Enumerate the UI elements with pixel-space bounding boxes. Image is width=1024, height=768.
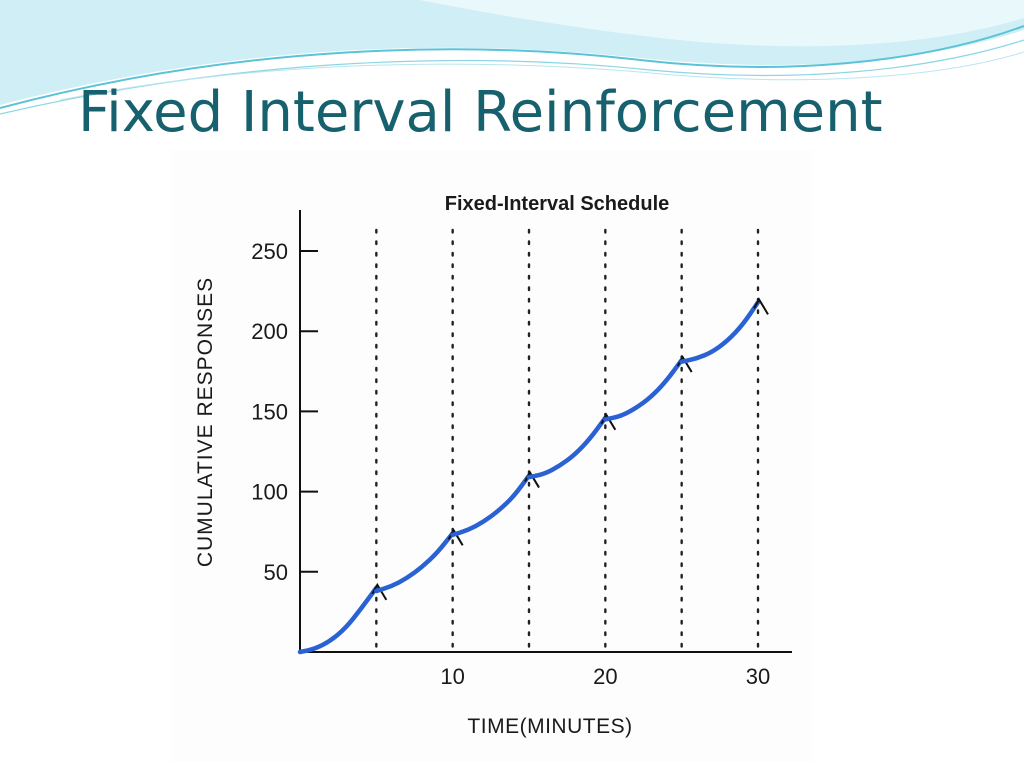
- x-tick-label-30: 30: [746, 664, 770, 689]
- y-ticks: 50 100 150 200 250: [251, 239, 318, 585]
- reinforcement-tick-1: [371, 582, 388, 601]
- x-tick-label-20: 20: [593, 664, 617, 689]
- reinforcement-tick-2: [447, 528, 464, 546]
- y-tick-label-200: 200: [251, 319, 288, 344]
- x-ticks: 10 20 30: [440, 664, 770, 689]
- curve-segment-5: [603, 357, 684, 422]
- curve-segment-3: [450, 473, 532, 538]
- wave-line-3: [59, 51, 1024, 101]
- reinforcement-tick-4: [600, 412, 617, 431]
- y-axis-label: CUMULATIVE RESPONSES: [194, 277, 217, 567]
- x-axis-label: TIME(MINUTES): [467, 715, 632, 738]
- curve-segment-2: [374, 531, 455, 594]
- y-tick-label-100: 100: [251, 480, 288, 505]
- y-tick-label-250: 250: [251, 239, 288, 264]
- reinforcement-tick-5: [676, 355, 693, 373]
- curve-segment-6: [679, 300, 761, 364]
- axes: [299, 210, 792, 653]
- reinforcement-tick-6: [753, 297, 769, 315]
- x-tick-label-10: 10: [440, 664, 464, 689]
- chart-title: Fixed-Interval Schedule: [445, 193, 670, 215]
- reinforcement-tick-3: [524, 470, 540, 489]
- curve-segment-4: [526, 415, 608, 480]
- y-tick-label-50: 50: [264, 560, 288, 585]
- reinforcement-markers: [375, 228, 760, 654]
- y-tick-label-150: 150: [251, 399, 288, 424]
- wave-fill-light: [420, 0, 1024, 47]
- response-curve: [297, 297, 769, 655]
- slide-title: Fixed Interval Reinforcement: [78, 80, 883, 145]
- wave-line-1: [0, 25, 1024, 109]
- figure-panel: [172, 150, 812, 762]
- slide-header-wave: [0, 0, 1024, 115]
- curve-segment-1: [297, 585, 379, 655]
